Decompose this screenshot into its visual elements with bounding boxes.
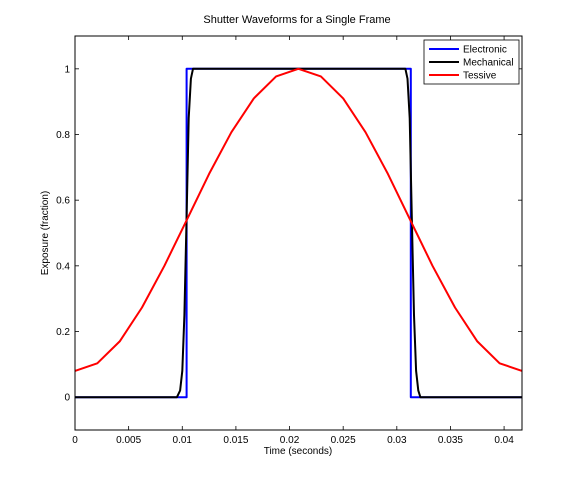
x-tick-label: 0 <box>72 435 78 446</box>
y-tick-label: 0 <box>64 393 70 404</box>
y-tick-label: 0.2 <box>56 327 70 338</box>
x-tick-label: 0.02 <box>280 435 300 446</box>
x-tick-label: 0.03 <box>387 435 407 446</box>
plot-area-frame <box>74 35 523 431</box>
y-axis-label: Exposure (fraction) <box>40 191 51 275</box>
axis-ticks: 0 0.005 0.01 0.015 0.02 0.025 0.03 0.035 0.04 0 0.… <box>56 36 522 446</box>
chart-title: Shutter Waveforms for a Single Frame <box>203 14 390 26</box>
x-tick-label: 0.015 <box>223 435 248 446</box>
x-tick-label: 0.035 <box>438 435 463 446</box>
legend: Electronic Mechanical Tessive <box>423 39 520 85</box>
x-tick-label: 0.005 <box>116 435 141 446</box>
x-tick-label: 0.01 <box>173 435 193 446</box>
y-tick-label: 1 <box>64 64 70 75</box>
x-tick-label: 0.025 <box>331 435 356 446</box>
legend-label-mechanical: Mechanical <box>463 58 514 69</box>
series-line-tessive <box>74 67 523 372</box>
y-tick-label: 0.8 <box>56 130 70 141</box>
x-axis-label: Time (seconds) <box>264 446 333 457</box>
legend-label-electronic: Electronic <box>463 45 507 56</box>
x-tick-label: 0.04 <box>494 435 514 446</box>
plot-lines <box>74 67 523 399</box>
y-tick-label: 0.4 <box>56 261 70 272</box>
y-tick-label: 0.6 <box>56 196 70 207</box>
legend-label-tessive: Tessive <box>463 71 497 82</box>
series-line-mechanical <box>75 67 522 399</box>
